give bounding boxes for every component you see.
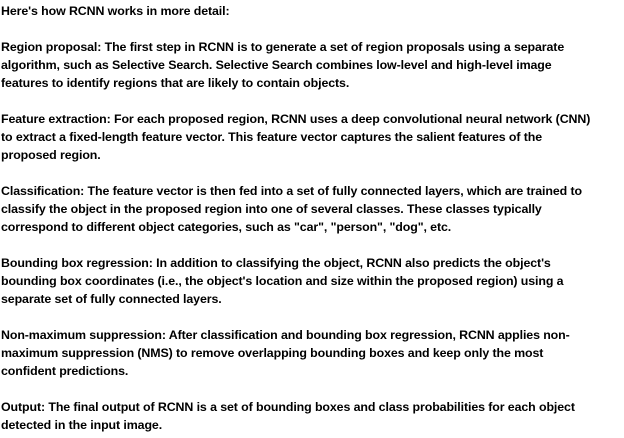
paragraph-bounding-box-regression: Bounding box regression: In addition to …: [1, 254, 622, 308]
paragraph-feature-extraction: Feature extraction: For each proposed re…: [1, 110, 622, 164]
intro-line: Here's how RCNN works in more detail:: [1, 4, 230, 18]
paragraph-region-proposal: Region proposal: The first step in RCNN …: [1, 38, 622, 92]
text-line: maximum suppression (NMS) to remove over…: [1, 346, 544, 360]
text-line: to extract a fixed-length feature vector…: [1, 130, 543, 144]
intro-paragraph: Here's how RCNN works in more detail:: [1, 2, 622, 20]
paragraph-output: Output: The final output of RCNN is a se…: [1, 398, 622, 434]
text-line: Non-maximum suppression: After classific…: [1, 328, 570, 342]
text-line: Classification: The feature vector is th…: [1, 184, 582, 198]
text-line: Bounding box regression: In addition to …: [1, 256, 551, 270]
text-line: separate set of fully connected layers.: [1, 292, 222, 306]
text-line: classify the object in the proposed regi…: [1, 202, 542, 216]
text-line: features to identify regions that are li…: [1, 76, 350, 90]
text-line: Region proposal: The first step in RCNN …: [1, 40, 565, 54]
text-line: Feature extraction: For each proposed re…: [1, 112, 591, 126]
text-line: confident predictions.: [1, 364, 129, 378]
text-line: correspond to different object categorie…: [1, 220, 452, 234]
paragraph-classification: Classification: The feature vector is th…: [1, 182, 622, 236]
text-line: Output: The final output of RCNN is a se…: [1, 400, 575, 414]
text-line: detected in the input image.: [1, 418, 163, 432]
text-line: bounding box coordinates (i.e., the obje…: [1, 274, 564, 288]
text-line: proposed region.: [1, 148, 101, 162]
paragraph-non-maximum-suppression: Non-maximum suppression: After classific…: [1, 326, 622, 380]
text-line: algorithm, such as Selective Search. Sel…: [1, 58, 552, 72]
